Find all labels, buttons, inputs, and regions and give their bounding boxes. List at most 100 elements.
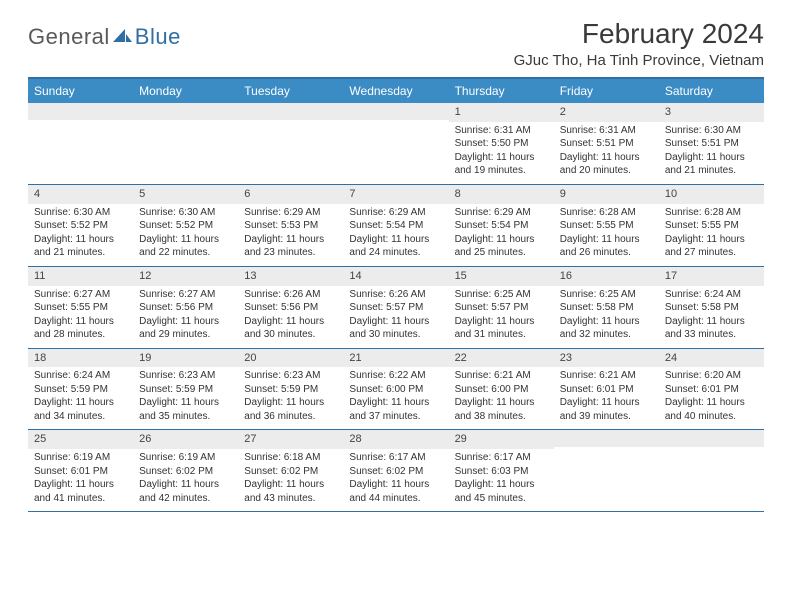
date-number: 29 — [449, 430, 554, 449]
sunset-text: Sunset: 5:52 PM — [34, 219, 127, 233]
sunrise-text: Sunrise: 6:25 AM — [560, 288, 653, 302]
calendar-cell: 6Sunrise: 6:29 AMSunset: 5:53 PMDaylight… — [238, 185, 343, 266]
sunset-text: Sunset: 6:00 PM — [349, 383, 442, 397]
cell-info: Sunrise: 6:22 AMSunset: 6:00 PMDaylight:… — [343, 367, 448, 429]
sunset-text: Sunset: 5:55 PM — [665, 219, 758, 233]
sunrise-text: Sunrise: 6:17 AM — [349, 451, 442, 465]
date-number: 26 — [133, 430, 238, 449]
sunrise-text: Sunrise: 6:17 AM — [455, 451, 548, 465]
calendar-cell: 23Sunrise: 6:21 AMSunset: 6:01 PMDayligh… — [554, 349, 659, 430]
cell-info: Sunrise: 6:23 AMSunset: 5:59 PMDaylight:… — [238, 367, 343, 429]
calendar-week: 25Sunrise: 6:19 AMSunset: 6:01 PMDayligh… — [28, 430, 764, 512]
date-number: 17 — [659, 267, 764, 286]
cell-info — [133, 120, 238, 172]
calendar-week: 18Sunrise: 6:24 AMSunset: 5:59 PMDayligh… — [28, 349, 764, 431]
date-number — [554, 430, 659, 447]
daylight-text: Daylight: 11 hours and 35 minutes. — [139, 396, 232, 423]
date-number: 13 — [238, 267, 343, 286]
calendar-cell: 5Sunrise: 6:30 AMSunset: 5:52 PMDaylight… — [133, 185, 238, 266]
daylight-text: Daylight: 11 hours and 37 minutes. — [349, 396, 442, 423]
sunrise-text: Sunrise: 6:21 AM — [455, 369, 548, 383]
cell-info: Sunrise: 6:23 AMSunset: 5:59 PMDaylight:… — [133, 367, 238, 429]
sunset-text: Sunset: 5:53 PM — [244, 219, 337, 233]
date-number: 24 — [659, 349, 764, 368]
sunrise-text: Sunrise: 6:24 AM — [34, 369, 127, 383]
cell-info: Sunrise: 6:31 AMSunset: 5:50 PMDaylight:… — [449, 122, 554, 184]
calendar-cell: 16Sunrise: 6:25 AMSunset: 5:58 PMDayligh… — [554, 267, 659, 348]
date-number: 19 — [133, 349, 238, 368]
date-number: 5 — [133, 185, 238, 204]
sunrise-text: Sunrise: 6:20 AM — [665, 369, 758, 383]
date-number: 20 — [238, 349, 343, 368]
date-number: 6 — [238, 185, 343, 204]
daylight-text: Daylight: 11 hours and 36 minutes. — [244, 396, 337, 423]
date-number: 15 — [449, 267, 554, 286]
sunset-text: Sunset: 6:01 PM — [560, 383, 653, 397]
daylight-text: Daylight: 11 hours and 41 minutes. — [34, 478, 127, 505]
sunset-text: Sunset: 5:54 PM — [455, 219, 548, 233]
cell-info: Sunrise: 6:19 AMSunset: 6:02 PMDaylight:… — [133, 449, 238, 511]
date-number: 10 — [659, 185, 764, 204]
sunrise-text: Sunrise: 6:31 AM — [560, 124, 653, 138]
daylight-text: Daylight: 11 hours and 42 minutes. — [139, 478, 232, 505]
date-number: 18 — [28, 349, 133, 368]
sunrise-text: Sunrise: 6:24 AM — [665, 288, 758, 302]
cell-info: Sunrise: 6:24 AMSunset: 5:58 PMDaylight:… — [659, 286, 764, 348]
date-number: 23 — [554, 349, 659, 368]
cell-info: Sunrise: 6:31 AMSunset: 5:51 PMDaylight:… — [554, 122, 659, 184]
daylight-text: Daylight: 11 hours and 19 minutes. — [455, 151, 548, 178]
cell-info: Sunrise: 6:25 AMSunset: 5:58 PMDaylight:… — [554, 286, 659, 348]
sunset-text: Sunset: 5:58 PM — [665, 301, 758, 315]
calendar-cell — [238, 103, 343, 184]
cell-info: Sunrise: 6:30 AMSunset: 5:52 PMDaylight:… — [28, 204, 133, 266]
daylight-text: Daylight: 11 hours and 27 minutes. — [665, 233, 758, 260]
date-number: 14 — [343, 267, 448, 286]
day-header-fri: Friday — [554, 79, 659, 103]
logo-text-2: Blue — [135, 24, 181, 50]
date-number: 28 — [343, 430, 448, 449]
date-number: 8 — [449, 185, 554, 204]
daylight-text: Daylight: 11 hours and 34 minutes. — [34, 396, 127, 423]
calendar-cell: 26Sunrise: 6:19 AMSunset: 6:02 PMDayligh… — [133, 430, 238, 511]
cell-info: Sunrise: 6:21 AMSunset: 6:00 PMDaylight:… — [449, 367, 554, 429]
calendar-cell: 25Sunrise: 6:19 AMSunset: 6:01 PMDayligh… — [28, 430, 133, 511]
calendar-cell — [133, 103, 238, 184]
cell-info — [343, 120, 448, 172]
calendar-week: 1Sunrise: 6:31 AMSunset: 5:50 PMDaylight… — [28, 103, 764, 185]
sunset-text: Sunset: 5:59 PM — [244, 383, 337, 397]
cell-info — [554, 447, 659, 499]
calendar-cell: 1Sunrise: 6:31 AMSunset: 5:50 PMDaylight… — [449, 103, 554, 184]
cell-info: Sunrise: 6:29 AMSunset: 5:53 PMDaylight:… — [238, 204, 343, 266]
date-number: 2 — [554, 103, 659, 122]
daylight-text: Daylight: 11 hours and 31 minutes. — [455, 315, 548, 342]
daylight-text: Daylight: 11 hours and 30 minutes. — [349, 315, 442, 342]
sunrise-text: Sunrise: 6:30 AM — [139, 206, 232, 220]
sunset-text: Sunset: 5:51 PM — [665, 137, 758, 151]
date-number: 25 — [28, 430, 133, 449]
day-header-thu: Thursday — [449, 79, 554, 103]
sunrise-text: Sunrise: 6:19 AM — [139, 451, 232, 465]
date-number: 9 — [554, 185, 659, 204]
calendar-cell: 9Sunrise: 6:28 AMSunset: 5:55 PMDaylight… — [554, 185, 659, 266]
sunrise-text: Sunrise: 6:26 AM — [349, 288, 442, 302]
sunset-text: Sunset: 6:00 PM — [455, 383, 548, 397]
daylight-text: Daylight: 11 hours and 30 minutes. — [244, 315, 337, 342]
sunrise-text: Sunrise: 6:30 AM — [665, 124, 758, 138]
daylight-text: Daylight: 11 hours and 21 minutes. — [665, 151, 758, 178]
cell-info: Sunrise: 6:27 AMSunset: 5:56 PMDaylight:… — [133, 286, 238, 348]
daylight-text: Daylight: 11 hours and 33 minutes. — [665, 315, 758, 342]
weeks-container: 1Sunrise: 6:31 AMSunset: 5:50 PMDaylight… — [28, 103, 764, 512]
daylight-text: Daylight: 11 hours and 40 minutes. — [665, 396, 758, 423]
daylight-text: Daylight: 11 hours and 32 minutes. — [560, 315, 653, 342]
calendar-cell: 18Sunrise: 6:24 AMSunset: 5:59 PMDayligh… — [28, 349, 133, 430]
calendar-cell: 15Sunrise: 6:25 AMSunset: 5:57 PMDayligh… — [449, 267, 554, 348]
calendar-week: 4Sunrise: 6:30 AMSunset: 5:52 PMDaylight… — [28, 185, 764, 267]
cell-info: Sunrise: 6:20 AMSunset: 6:01 PMDaylight:… — [659, 367, 764, 429]
date-number: 16 — [554, 267, 659, 286]
sunrise-text: Sunrise: 6:29 AM — [455, 206, 548, 220]
calendar-cell — [554, 430, 659, 511]
sunset-text: Sunset: 5:57 PM — [349, 301, 442, 315]
calendar-cell — [659, 430, 764, 511]
calendar-cell: 27Sunrise: 6:18 AMSunset: 6:02 PMDayligh… — [238, 430, 343, 511]
date-number: 12 — [133, 267, 238, 286]
